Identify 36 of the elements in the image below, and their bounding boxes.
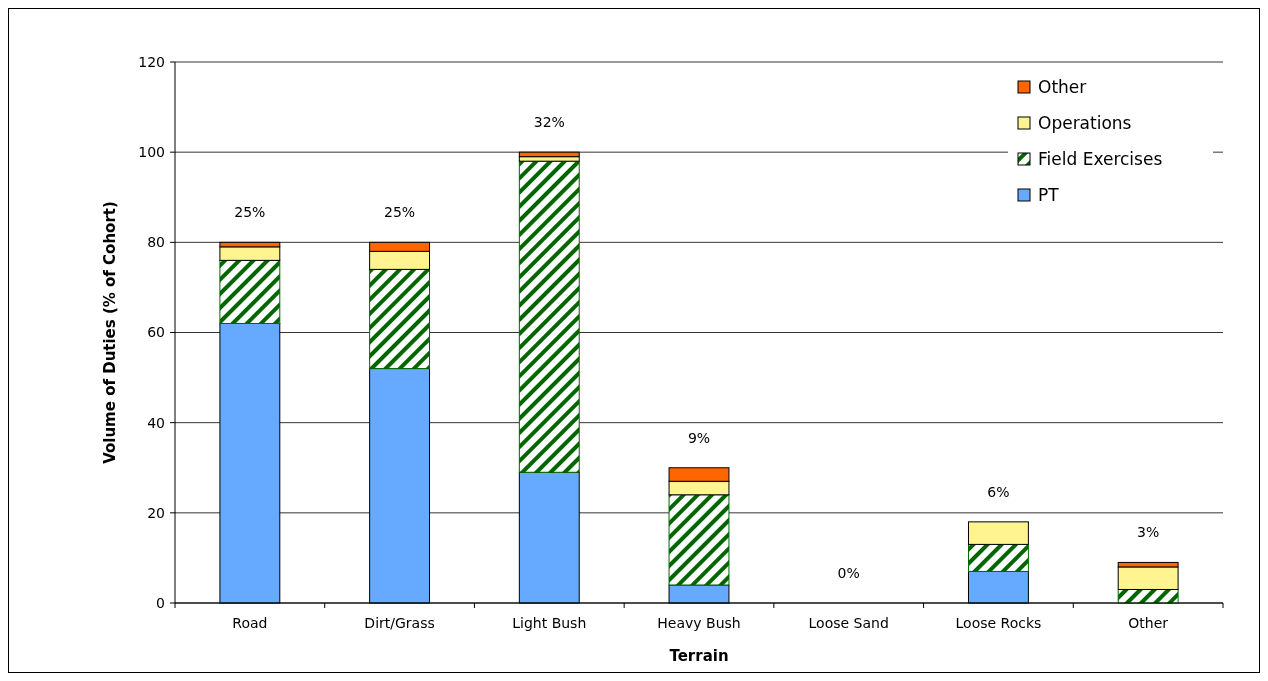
y-tick-label: 20 [147, 504, 165, 521]
annotation: 6% [987, 483, 1010, 500]
bar [967, 521, 1029, 545]
x-tick-label: Light Bush [512, 615, 587, 631]
bar [219, 259, 281, 324]
y-tick-label: 100 [138, 144, 165, 161]
annotation: 32% [533, 114, 565, 131]
x-tick-label: Heavy Bush [657, 615, 741, 631]
bar [219, 246, 281, 261]
bar [518, 160, 580, 473]
bar [369, 268, 431, 370]
annotation: 25% [384, 204, 416, 221]
y-tick-label: 40 [147, 414, 165, 431]
annotation: 0% [837, 564, 860, 581]
legend-label: PT [1038, 184, 1060, 205]
annotation: 25% [234, 204, 266, 221]
annotation: 9% [687, 429, 711, 446]
bar [518, 156, 580, 162]
y-tick-label: 120 [138, 53, 165, 70]
x-tick-label: Other [1128, 615, 1169, 631]
x-tick-label: Dirt/Grass [364, 615, 435, 631]
y-axis-title: Volume of Duties (% of Cohort) [101, 201, 119, 464]
bar [1117, 566, 1179, 590]
y-tick-label: 60 [147, 324, 165, 341]
x-tick-label: Loose Sand [808, 615, 889, 631]
legend-label: Other [1038, 76, 1087, 97]
legend-label: Operations [1038, 112, 1132, 133]
x-tick-label: Road [232, 615, 268, 631]
annotation: 3% [1137, 524, 1160, 541]
legend-label: Field Exercises [1038, 148, 1163, 169]
x-axis-title: Terrain [669, 647, 729, 665]
bar [668, 494, 730, 586]
y-tick-label: 0 [156, 594, 165, 611]
x-tick-label: Loose Rocks [955, 615, 1042, 631]
y-tick-label: 80 [147, 234, 165, 251]
bar [967, 543, 1029, 572]
